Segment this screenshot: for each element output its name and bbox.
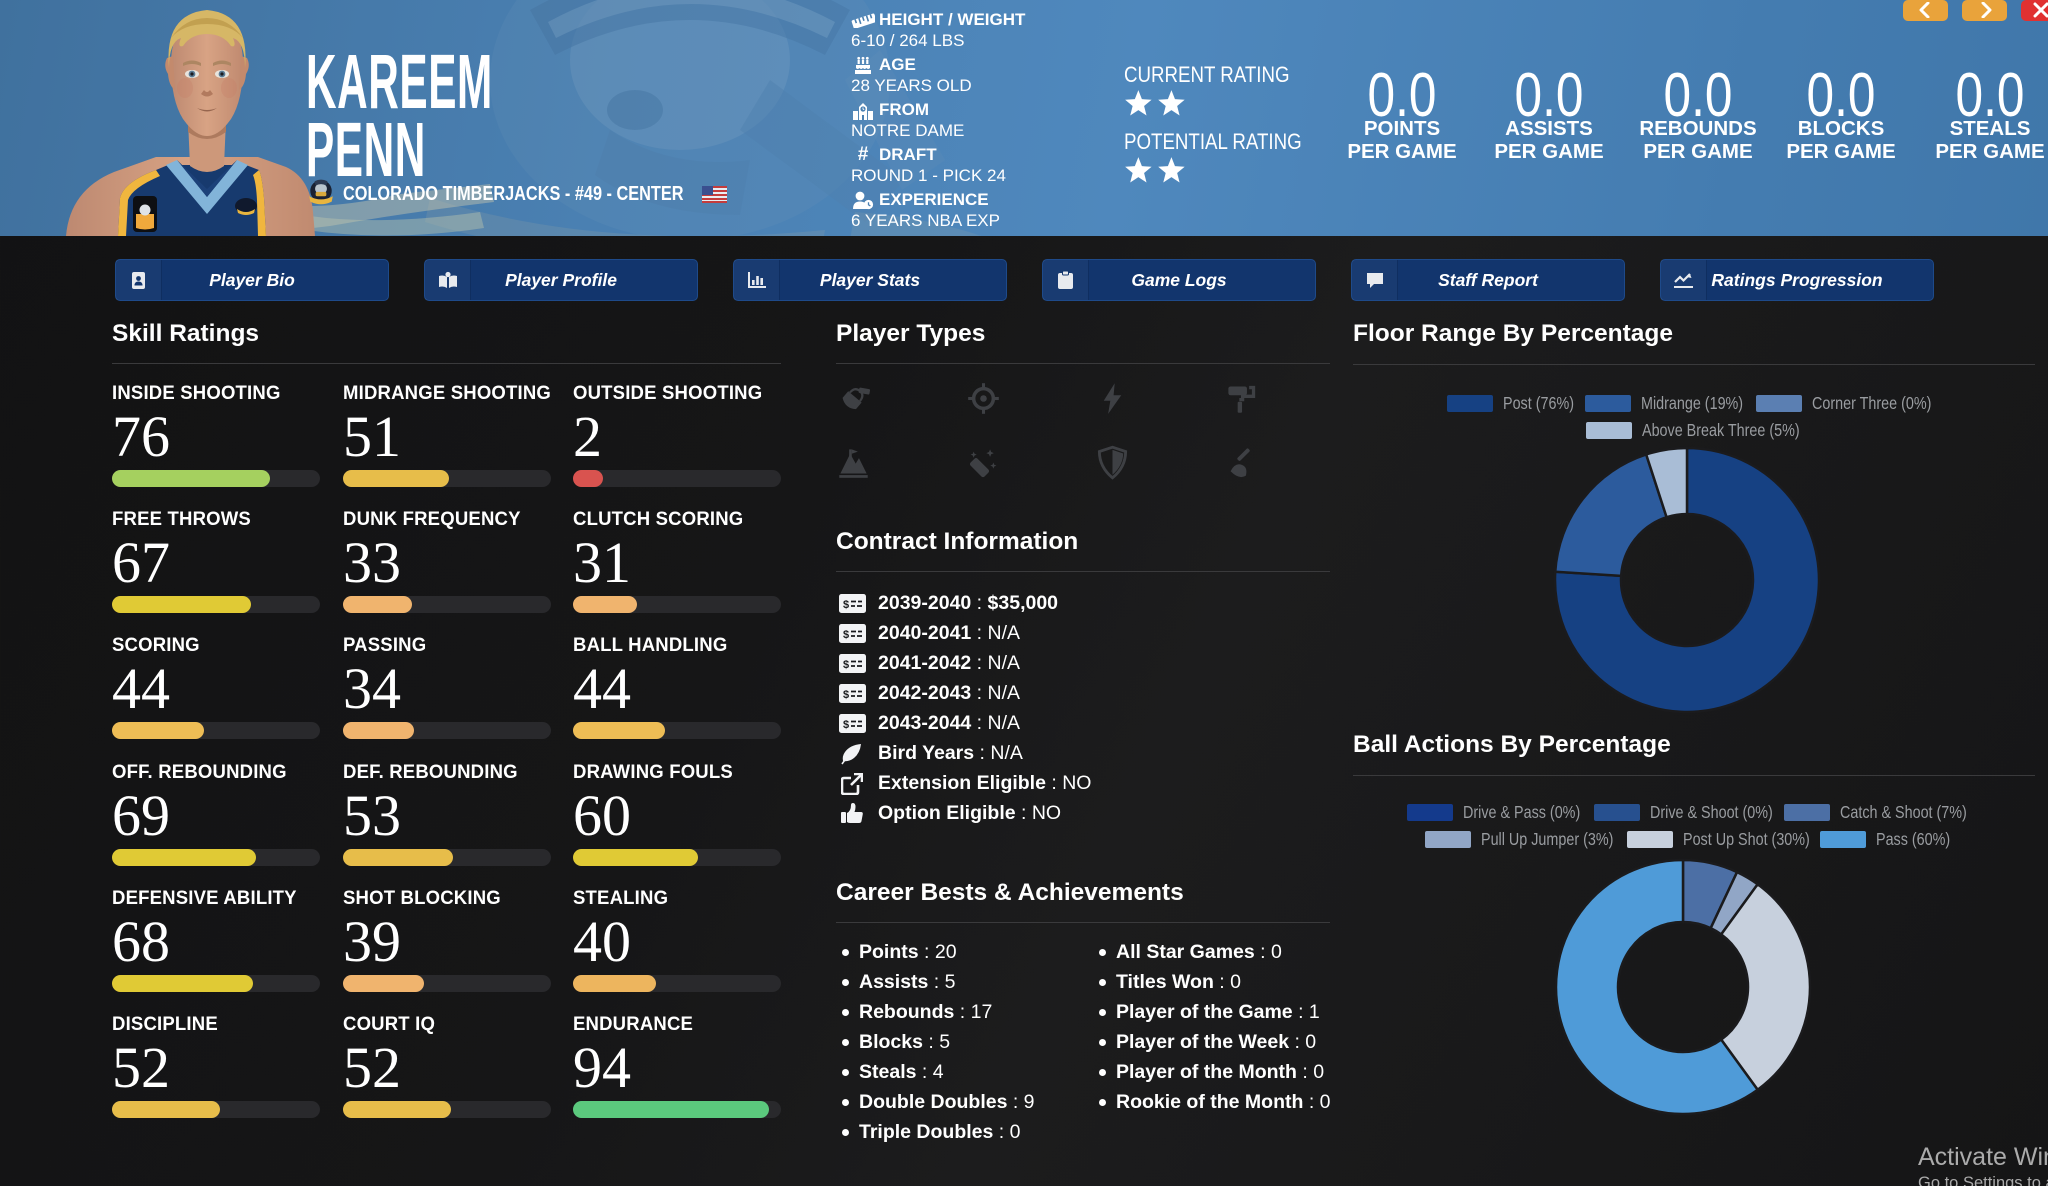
svg-text:$: $: [843, 719, 849, 731]
svg-text:$: $: [843, 629, 849, 641]
svg-text:$: $: [843, 659, 849, 671]
svg-text:$: $: [843, 689, 849, 701]
svg-text:$: $: [843, 599, 849, 611]
